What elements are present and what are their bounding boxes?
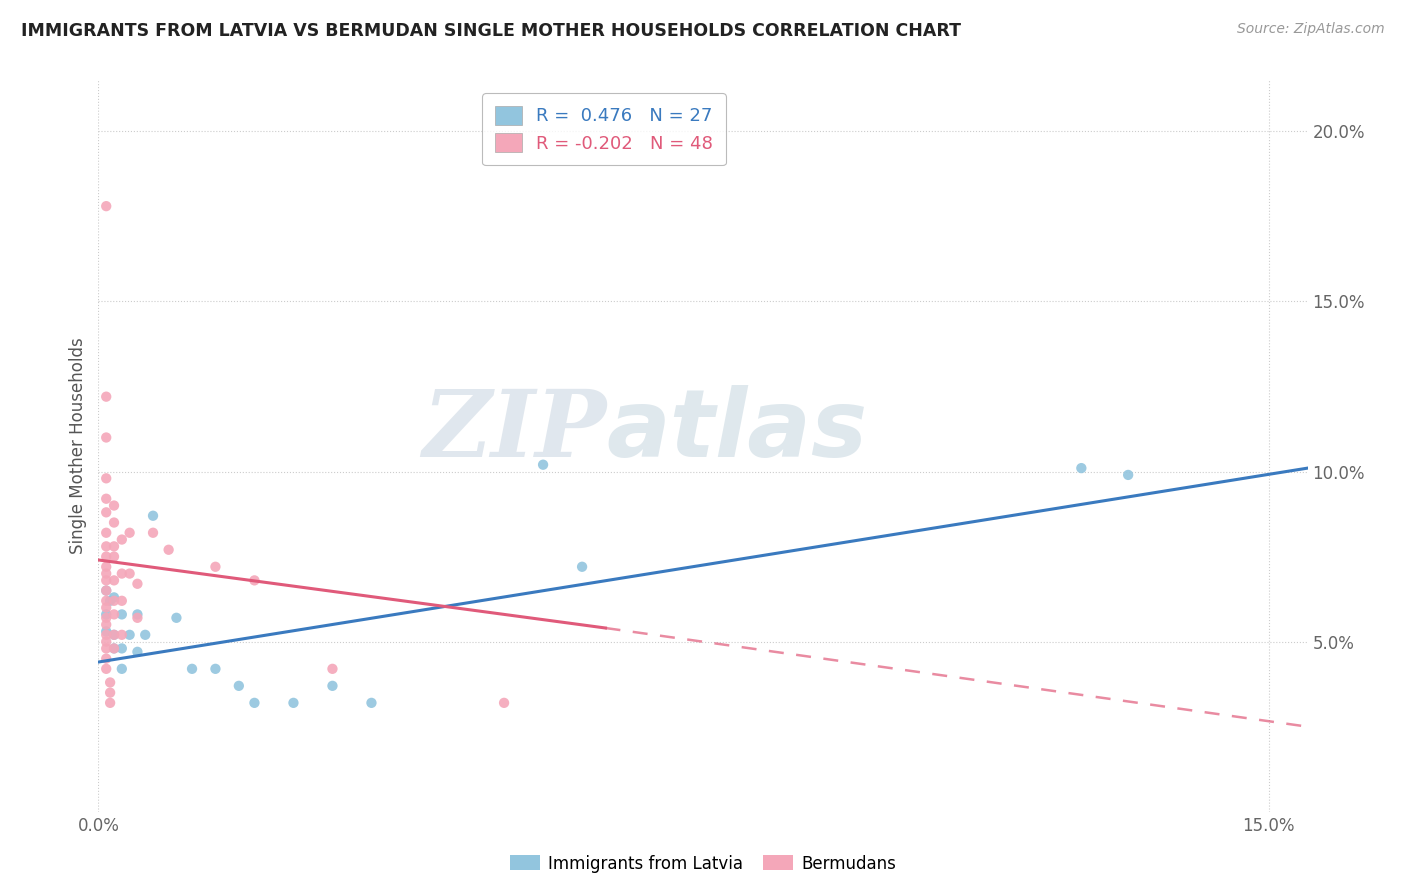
- Point: [142, 525, 165, 540]
- Point: [96, 641, 118, 656]
- Point: [360, 696, 382, 710]
- Point: [531, 458, 554, 472]
- Point: [111, 641, 134, 656]
- Point: [283, 696, 305, 710]
- Point: [96, 574, 118, 588]
- Point: [98, 696, 121, 710]
- Point: [1116, 467, 1139, 482]
- Point: [111, 628, 134, 642]
- Point: [111, 533, 134, 547]
- Point: [96, 611, 118, 625]
- Point: [111, 662, 134, 676]
- Point: [103, 607, 125, 622]
- Point: [96, 607, 118, 622]
- Point: [111, 607, 134, 622]
- Point: [103, 594, 125, 608]
- Point: [96, 583, 118, 598]
- Text: atlas: atlas: [606, 385, 868, 477]
- Point: [96, 390, 118, 404]
- Point: [103, 549, 125, 564]
- Point: [111, 566, 134, 581]
- Point: [96, 662, 118, 676]
- Point: [103, 628, 125, 642]
- Point: [142, 508, 165, 523]
- Point: [127, 645, 149, 659]
- Text: Source: ZipAtlas.com: Source: ZipAtlas.com: [1237, 22, 1385, 37]
- Point: [96, 525, 118, 540]
- Point: [243, 696, 266, 710]
- Point: [127, 607, 149, 622]
- Point: [96, 600, 118, 615]
- Point: [96, 617, 118, 632]
- Point: [118, 566, 141, 581]
- Point: [96, 430, 118, 444]
- Text: ZIP: ZIP: [422, 386, 606, 476]
- Point: [96, 634, 118, 648]
- Point: [494, 696, 516, 710]
- Point: [103, 641, 125, 656]
- Point: [103, 574, 125, 588]
- Point: [571, 559, 593, 574]
- Point: [103, 628, 125, 642]
- Text: IMMIGRANTS FROM LATVIA VS BERMUDAN SINGLE MOTHER HOUSEHOLDS CORRELATION CHART: IMMIGRANTS FROM LATVIA VS BERMUDAN SINGL…: [21, 22, 962, 40]
- Point: [111, 594, 134, 608]
- Point: [103, 516, 125, 530]
- Point: [127, 576, 149, 591]
- Point: [96, 628, 118, 642]
- Point: [98, 675, 121, 690]
- Point: [96, 540, 118, 554]
- Point: [96, 594, 118, 608]
- Point: [98, 686, 121, 700]
- Point: [321, 662, 343, 676]
- Point: [165, 611, 187, 625]
- Point: [96, 471, 118, 485]
- Point: [127, 611, 149, 625]
- Point: [98, 594, 121, 608]
- Point: [228, 679, 250, 693]
- Legend: R =  0.476   N = 27, R = -0.202   N = 48: R = 0.476 N = 27, R = -0.202 N = 48: [482, 93, 725, 165]
- Point: [96, 199, 118, 213]
- Point: [96, 549, 118, 564]
- Point: [118, 525, 141, 540]
- Point: [321, 679, 343, 693]
- Point: [96, 491, 118, 506]
- Point: [103, 591, 125, 605]
- Point: [243, 574, 266, 588]
- Y-axis label: Single Mother Households: Single Mother Households: [69, 338, 87, 554]
- Point: [103, 641, 125, 656]
- Point: [96, 651, 118, 665]
- Point: [96, 624, 118, 639]
- Point: [204, 662, 226, 676]
- Point: [181, 662, 204, 676]
- Point: [96, 583, 118, 598]
- Legend: Immigrants from Latvia, Bermudans: Immigrants from Latvia, Bermudans: [503, 848, 903, 880]
- Point: [1070, 461, 1092, 475]
- Point: [96, 566, 118, 581]
- Point: [157, 542, 180, 557]
- Point: [103, 499, 125, 513]
- Point: [118, 628, 141, 642]
- Point: [96, 559, 118, 574]
- Point: [204, 559, 226, 574]
- Point: [134, 628, 156, 642]
- Point: [103, 540, 125, 554]
- Point: [96, 505, 118, 519]
